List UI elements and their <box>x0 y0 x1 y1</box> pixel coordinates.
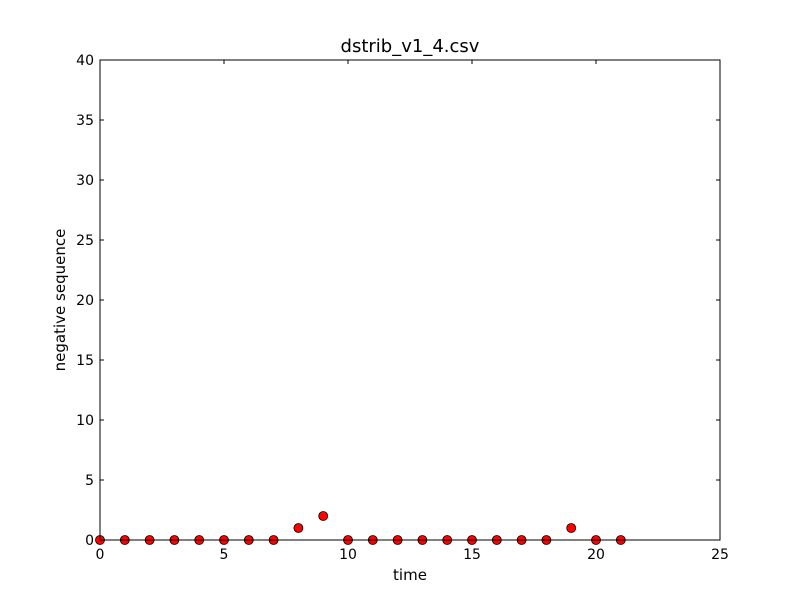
y-tick-label: 25 <box>76 233 94 249</box>
y-tick-label: 30 <box>76 173 94 189</box>
y-tick-label: 40 <box>76 53 94 69</box>
x-axis-label: time <box>393 566 427 584</box>
y-tick-label: 15 <box>76 353 94 369</box>
y-tick-label: 35 <box>76 113 94 129</box>
y-tick-label: 5 <box>85 473 94 489</box>
y-tick-label: 20 <box>76 293 94 309</box>
x-tick-label: 20 <box>587 547 605 563</box>
x-tick-label: 10 <box>339 547 357 563</box>
x-tick-label: 15 <box>463 547 481 563</box>
x-tick-label: 0 <box>96 547 105 563</box>
y-tick-label: 0 <box>85 533 94 549</box>
data-point <box>293 523 304 533</box>
plot-area <box>100 60 720 540</box>
data-point <box>318 511 329 521</box>
x-tick-label: 5 <box>220 547 229 563</box>
x-axis-ticks: 0 5 10 15 20 25 <box>96 60 729 563</box>
chart-title: dstrib_v1_4.csv <box>341 36 480 57</box>
y-tick-label: 10 <box>76 413 94 429</box>
y-axis-label: negative sequence <box>51 229 69 372</box>
data-point <box>566 523 577 533</box>
plot-frame <box>99 59 721 541</box>
x-tick-label: 25 <box>711 547 729 563</box>
